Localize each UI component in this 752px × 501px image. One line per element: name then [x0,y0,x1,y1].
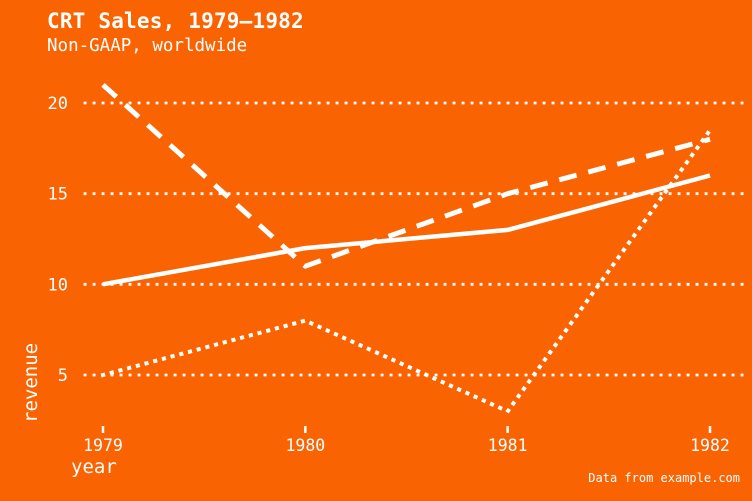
y-tick-label: 10 [48,275,68,295]
data-line-solid [102,173,711,287]
x-tick-label: 1979 [83,436,123,455]
x-axis-label: year [71,456,117,478]
y-tick-label: 15 [48,185,68,205]
y-axis-label: revenue [20,342,42,423]
x-tick-label: 1980 [285,436,325,455]
y-tick-label: 20 [48,94,68,114]
x-tick-label: 1981 [488,436,528,455]
data-line-dashed [101,83,711,269]
chart-subtitle: Non-GAAP, worldwide [47,36,248,56]
y-tick-label: 5 [58,366,68,386]
data-source-note: Data from example.com [588,471,740,485]
x-tick-label: 1982 [690,436,730,455]
chart-title: CRT Sales, 1979–1982 [47,9,304,33]
data-line-dotted [100,127,713,414]
